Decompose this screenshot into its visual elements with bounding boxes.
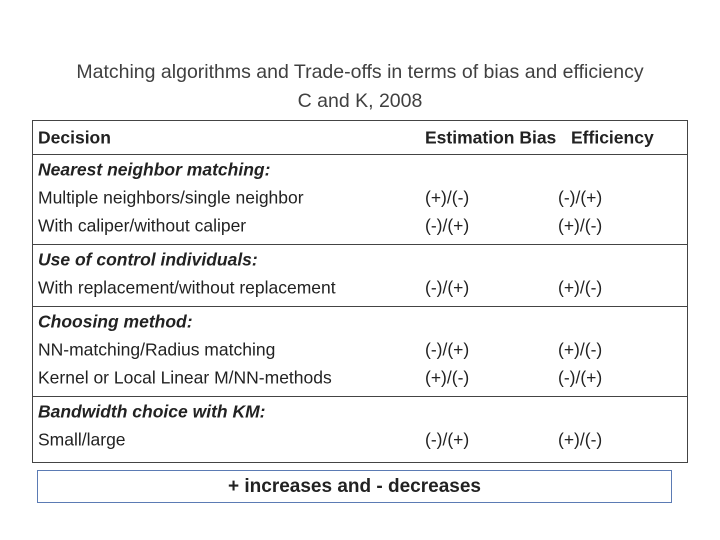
bias-cell: (-)/(+) [425,429,470,450]
efficiency-cell: (+)/(-) [558,215,603,236]
table [32,120,688,463]
column-header: Estimation Bias [425,127,557,148]
row-divider [32,244,688,245]
bias-cell: (+)/(-) [425,187,470,208]
subtitle: C and K, 2008 [297,90,423,112]
efficiency-cell: (+)/(-) [558,339,603,360]
efficiency-cell: (+)/(-) [558,429,603,450]
title: Matching algorithms and Trade-offs in te… [76,61,644,83]
decision-cell: NN-matching/Radius matching [38,339,276,360]
bias-cell: (-)/(+) [425,339,470,360]
decision-cell: Kernel or Local Linear M/NN-methods [38,367,332,388]
decision-cell: With caliper/without caliper [38,215,247,236]
efficiency-cell: (-)/(+) [558,367,603,388]
row-divider [32,154,688,155]
decision-cell: Small/large [38,429,126,450]
decision-cell: With replacement/without replacement [38,277,336,298]
footer-note: + increases and - decreases [37,470,672,503]
efficiency-cell: (+)/(-) [558,277,603,298]
row-divider [32,396,688,397]
decision-cell: Multiple neighbors/single neighbor [38,187,304,208]
bias-cell: (-)/(+) [425,215,470,236]
section-heading: Choosing method: [38,311,193,332]
column-header: Decision [38,127,111,148]
efficiency-cell: (-)/(+) [558,187,603,208]
section-heading: Use of control individuals: [38,249,258,270]
section-heading: Nearest neighbor matching: [38,159,271,180]
section-heading: Bandwidth choice with KM: [38,401,266,422]
bias-cell: (+)/(-) [425,367,470,388]
column-header: Efficiency [571,127,654,148]
bias-cell: (-)/(+) [425,277,470,298]
row-divider [32,306,688,307]
